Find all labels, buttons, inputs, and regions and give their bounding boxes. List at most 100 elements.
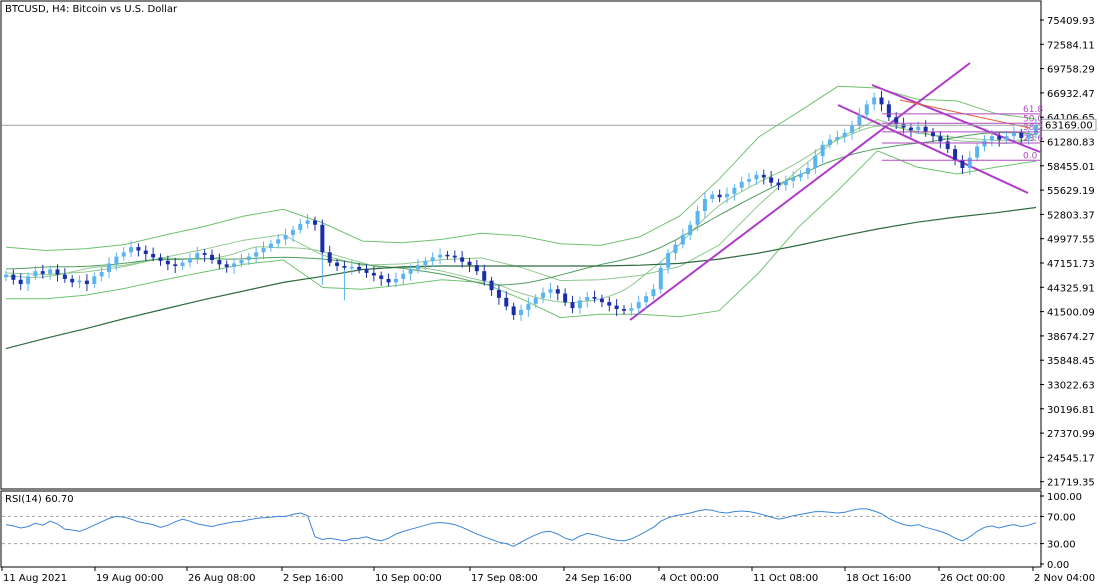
- price-axis-label: 47151.73: [1047, 259, 1095, 270]
- candle-body: [805, 167, 810, 175]
- candle-body: [541, 292, 546, 298]
- candle-body: [496, 290, 501, 298]
- rsi-panel-frame: [0, 490, 1042, 568]
- candle-body: [239, 260, 244, 264]
- rsi-axis-label: 70.00: [1047, 512, 1076, 523]
- rsi-axis: 100.00 70.00 30.00 0.00: [1040, 492, 1082, 571]
- candle-body: [916, 126, 921, 131]
- candle-body: [511, 306, 516, 316]
- candle-body: [349, 266, 354, 269]
- candle-body: [504, 297, 509, 307]
- candle-body: [651, 289, 656, 297]
- candle-body: [732, 187, 737, 194]
- candle-body: [327, 252, 332, 263]
- candle-body: [386, 278, 391, 283]
- candle-body: [945, 141, 950, 150]
- candle-body: [1004, 136, 1009, 140]
- rsi-label: RSI(14) 60.70: [5, 494, 74, 505]
- candle-body: [371, 272, 376, 276]
- candle-body: [452, 255, 457, 258]
- price-axis-label: 55629.19: [1047, 186, 1095, 197]
- candle-body: [761, 174, 766, 178]
- time-axis-label: 26 Aug 08:00: [188, 573, 255, 584]
- candle-body: [401, 273, 406, 279]
- rsi-series: [2, 508, 1040, 547]
- candle-body: [908, 127, 913, 131]
- candle-body: [92, 276, 97, 285]
- price-axis-label: 64106.65: [1047, 113, 1095, 124]
- price-axis-label: 61280.83: [1047, 138, 1095, 149]
- candle-body: [680, 235, 685, 245]
- candle-body: [563, 293, 568, 303]
- price-axis-label: 72584.11: [1047, 40, 1095, 51]
- bollinger-lower-band: [6, 150, 1037, 319]
- candle-body: [599, 298, 604, 303]
- candle-body: [151, 253, 156, 258]
- moving-average-medium: [5, 131, 1037, 286]
- candle-body: [335, 262, 340, 267]
- candle-body: [526, 303, 531, 310]
- time-axis-label: 17 Sep 08:00: [471, 573, 538, 584]
- candle-body: [48, 269, 53, 274]
- fibonacci-level-label: 38.2: [1023, 123, 1043, 133]
- candle-body: [717, 194, 722, 198]
- fibonacci-level-label: 0.0: [1023, 151, 1038, 161]
- candle-body: [77, 280, 82, 283]
- candle-body: [879, 97, 884, 105]
- candle-body: [791, 177, 796, 181]
- flag-upper-line: [871, 84, 1041, 153]
- rsi-axis-label: 30.00: [1047, 540, 1076, 551]
- candle-body: [210, 254, 214, 261]
- candle-body: [40, 271, 45, 274]
- candle-body: [99, 272, 104, 277]
- candle-body: [430, 257, 435, 261]
- candle-body: [931, 131, 935, 137]
- time-axis-label: 11 Aug 2021: [3, 573, 67, 584]
- candle-body: [901, 124, 906, 128]
- candle-body: [438, 254, 443, 258]
- candle-body: [769, 177, 774, 183]
- candle-body: [607, 302, 612, 306]
- candle-body: [622, 309, 626, 311]
- candle-body: [70, 278, 75, 283]
- rsi-axis-label: 0.00: [1047, 560, 1069, 571]
- candle-body: [747, 179, 752, 182]
- time-axis-label: 10 Sep 00:00: [375, 573, 442, 584]
- candle-body: [379, 275, 384, 279]
- candle-body: [416, 265, 420, 270]
- candle-body: [84, 280, 89, 285]
- candle-body: [1011, 132, 1016, 137]
- candle-body: [953, 149, 958, 161]
- candle-body: [408, 269, 413, 274]
- candle-body: [224, 264, 229, 267]
- candle-body: [629, 308, 634, 311]
- price-axis-label: 44325.91: [1047, 283, 1095, 294]
- candle-body: [11, 274, 16, 280]
- price-axis-label: 38674.27: [1047, 332, 1095, 343]
- candle-body: [850, 125, 855, 133]
- candle-body: [688, 224, 693, 236]
- candle-body: [519, 309, 523, 316]
- candle-body: [570, 302, 575, 309]
- candle-body: [835, 137, 840, 140]
- candle-body: [482, 271, 487, 281]
- candle-body: [195, 253, 200, 259]
- candle-body: [997, 136, 1002, 140]
- candle-body: [290, 229, 295, 236]
- fibonacci-level-label: 50.0: [1023, 114, 1043, 124]
- candle-body: [129, 247, 134, 253]
- candle-body: [960, 160, 965, 168]
- candle-body: [614, 305, 619, 310]
- candle-body: [989, 136, 994, 141]
- candle-body: [644, 296, 649, 303]
- candle-body: [187, 258, 192, 263]
- candle-body: [217, 260, 222, 265]
- price-axis-label: 58455.01: [1047, 162, 1095, 173]
- candle-body: [342, 266, 347, 268]
- candle-body: [710, 194, 715, 199]
- time-axis: 11 Aug 2021 19 Aug 00:00 26 Aug 08:00 2 Sep…: [1, 567, 1095, 584]
- price-axis-label: 49977.55: [1047, 235, 1095, 246]
- candle-body: [180, 262, 185, 267]
- candle-body: [592, 296, 597, 299]
